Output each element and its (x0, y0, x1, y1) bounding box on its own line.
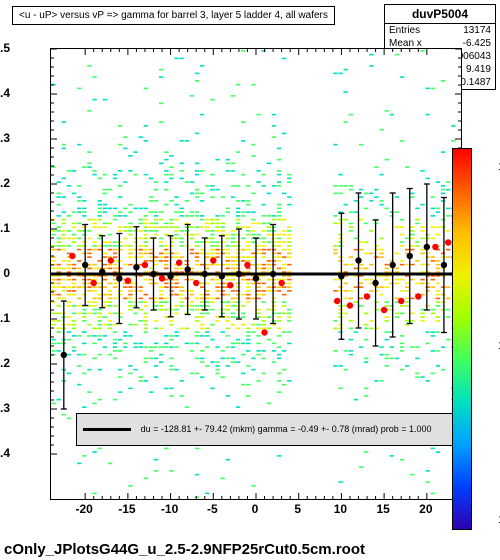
plot-title-box: <u - uP> versus vP => gamma for barrel 3… (12, 6, 335, 25)
root-container: <u - uP> versus vP => gamma for barrel 3… (0, 0, 500, 560)
stats-rmsx-value: 9.419 (466, 64, 491, 75)
y-tick-label: -0.2 (0, 356, 10, 370)
fit-line-sample (83, 428, 131, 431)
y-tick-label: 0.4 (0, 86, 10, 100)
stats-meanx-value: -6.425 (463, 38, 491, 49)
y-tick-label: -0.3 (0, 401, 10, 415)
stats-entries-value: 13174 (463, 25, 491, 36)
stats-entries-label: Entries (389, 25, 420, 36)
plot-title-text: <u - uP> versus vP => gamma for barrel 3… (19, 10, 328, 21)
y-tick-label: 0.5 (0, 41, 10, 55)
stats-rmsy-value: 0.1487 (460, 77, 491, 88)
y-tick-label: -0.4 (0, 446, 10, 460)
x-tick-label: -15 (118, 502, 135, 516)
stats-entries-row: Entries 13174 (385, 24, 495, 37)
x-tick-label: -20 (75, 502, 92, 516)
x-tick-label: 20 (419, 502, 432, 516)
x-tick-label: 5 (294, 502, 301, 516)
filename-label: cOnly_JPlotsG44G_u_2.5-2.9NFP25rCut0.5cm… (4, 541, 365, 558)
y-tick-label: -0.1 (0, 311, 10, 325)
x-tick-label: 15 (376, 502, 389, 516)
y-tick-label: 0.1 (0, 221, 10, 235)
x-tick-label: 0 (252, 502, 259, 516)
x-tick-label: -5 (207, 502, 218, 516)
y-tick-label: 0.2 (0, 176, 10, 190)
colorbar (452, 148, 472, 530)
y-tick-label: 0 (0, 266, 10, 280)
stats-name: duvP5004 (385, 5, 495, 24)
x-tick-label: -10 (161, 502, 178, 516)
fit-result-box: du = -128.81 +- 79.42 (mkm) gamma = -0.4… (76, 413, 454, 447)
y-tick-label: 0.3 (0, 131, 10, 145)
x-tick-label: 10 (334, 502, 347, 516)
fit-text: du = -128.81 +- 79.42 (mkm) gamma = -0.4… (141, 424, 432, 434)
